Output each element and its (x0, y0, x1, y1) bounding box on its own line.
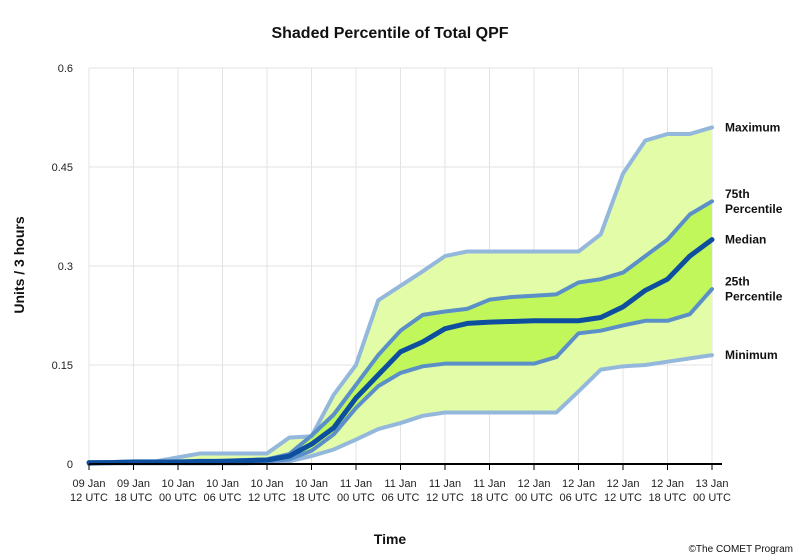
outer-band-fill (89, 127, 712, 465)
x-tick-label: 11 Jan 06 UTC (382, 478, 420, 504)
x-tick-label: 10 Jan 06 UTC (204, 478, 242, 504)
x-tick-label: 09 Jan 12 UTC (70, 478, 108, 504)
series-line-median (86, 237, 715, 466)
x-tick-label: 12 Jan 18 UTC (649, 478, 687, 504)
y-tick-label: 0.15 (52, 360, 73, 372)
x-tick-label: 09 Jan 18 UTC (115, 478, 153, 504)
series-label-minimum: Minimum (725, 348, 778, 362)
y-tick-label: 0.6 (58, 63, 73, 75)
x-tick-label: 10 Jan 12 UTC (248, 478, 286, 504)
series-line-maximum (87, 125, 714, 465)
x-tick-label: 11 Jan 18 UTC (471, 478, 509, 504)
series-label-75th-percentile: 75th Percentile (725, 187, 783, 216)
series-label-maximum: Maximum (725, 120, 780, 134)
chart-title: Shaded Percentile of Total QPF (271, 25, 508, 42)
x-tick-label: 12 Jan 12 UTC (604, 478, 642, 504)
x-tick-label: 11 Jan 00 UTC (337, 478, 375, 504)
x-tick-label: 11 Jan 12 UTC (426, 478, 464, 504)
x-axis-title: Time (374, 531, 407, 547)
x-tick-label: 12 Jan 06 UTC (560, 478, 598, 504)
x-tick-label: 10 Jan 18 UTC (293, 478, 331, 504)
y-tick-label: 0.3 (58, 261, 73, 273)
series-labels: Maximum 75th Percentile Median 25th Percentil… (725, 120, 783, 362)
y-tick-label: 0.45 (52, 162, 73, 174)
credit-text: ©The COMET Program (689, 544, 793, 555)
series-label-median: Median (725, 233, 766, 247)
y-tick-label: 0 (67, 459, 73, 471)
y-axis-title: Units / 3 hours (11, 216, 27, 313)
series-label-25th-percentile: 25th Percentile (725, 275, 783, 304)
x-tick-label: 10 Jan 00 UTC (159, 478, 197, 504)
y-axis-ticks: 0 0.15 0.3 0.45 0.6 (52, 63, 73, 471)
x-tick-label: 12 Jan 00 UTC (515, 478, 553, 504)
x-tick-label: 13 Jan 00 UTC (693, 478, 731, 504)
